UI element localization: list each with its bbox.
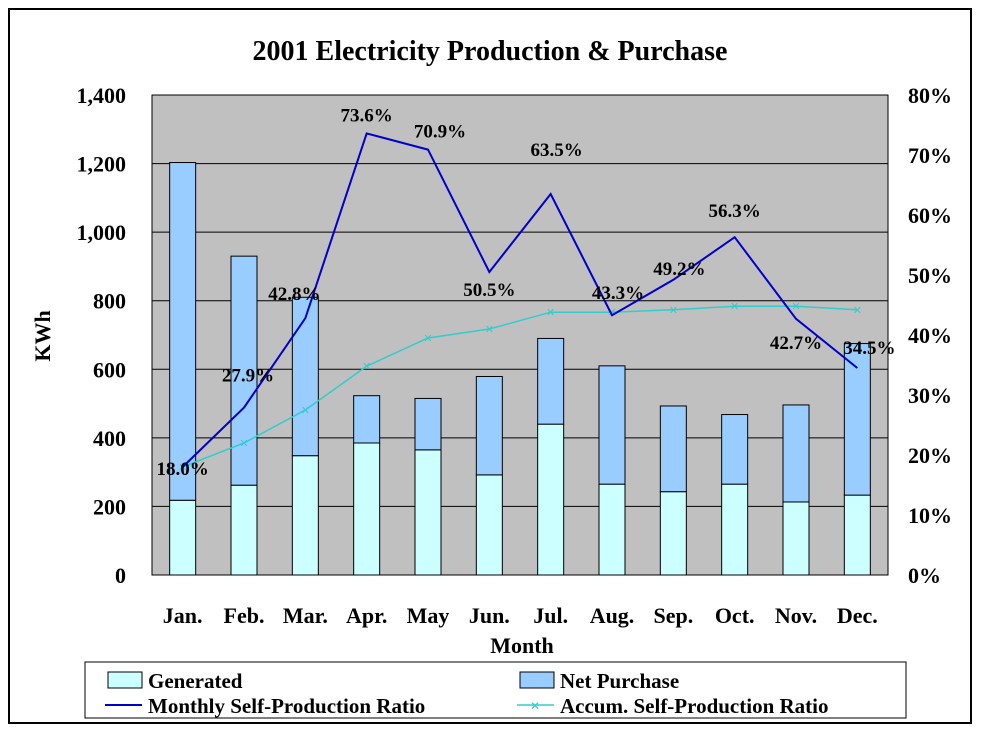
x-tick-label: Jul.	[533, 603, 568, 628]
bar-net-purchase	[475, 375, 503, 476]
y2-axis-tick-labels: 0% 10% 20% 30% 40% 50% 60% 70% 80%	[908, 83, 952, 588]
legend: Generated Net Purchase Monthly Self-Prod…	[84, 661, 907, 719]
line-accum-ratio	[182, 305, 858, 468]
y2-tick-label: 40%	[908, 323, 952, 348]
y2-tick-label: 0%	[908, 563, 941, 588]
data-label-monthly-ratio: 27.9%	[222, 366, 274, 387]
x-tick-label: Jan.	[163, 603, 203, 628]
y2-tick-label: 50%	[908, 263, 952, 288]
y-axis-title: KWh	[30, 310, 55, 361]
bar-net-purchase	[598, 365, 626, 485]
y-tick-label: 0	[115, 563, 126, 588]
data-label-monthly-ratio: 73.6%	[341, 105, 393, 126]
line-monthly-ratio	[181, 132, 858, 468]
x-tick-label: Oct.	[715, 603, 755, 628]
point-accum-ratio: ✕	[853, 304, 862, 317]
bar-generated	[169, 499, 197, 576]
x-axis-tick-labels: Jan. Feb. Mar. Apr. May Jun. Jul. Aug. Sep. Oct. N…	[163, 603, 878, 628]
y-tick-label: 1,200	[77, 152, 127, 177]
bar-net-purchase	[169, 162, 197, 501]
x-tick-label: Mar.	[283, 603, 328, 628]
data-label-monthly-ratio: 49.2%	[653, 259, 705, 280]
x-axis-title: Month	[490, 633, 554, 658]
bars	[169, 162, 871, 576]
y2-tick-label: 30%	[908, 383, 952, 408]
chart-title: 2001 Electricity Production & Purchase	[253, 36, 728, 67]
x-tick-label: Aug.	[590, 603, 635, 628]
data-label-monthly-ratio: 63.5%	[531, 140, 583, 161]
bar-generated	[475, 474, 503, 576]
data-labels: 18.0% 27.9% 42.8% 73.6% 70.9% 50.5% 63.5% 43.3%…	[157, 105, 896, 480]
legend-swatch-generated	[107, 671, 143, 689]
x-tick-label: Apr.	[346, 603, 387, 628]
y-tick-label: 400	[93, 426, 126, 451]
y2-tick-label: 60%	[908, 203, 952, 228]
y-axis-tick-labels: 0 200 400 600 800 1,000 1,200 1,400	[77, 83, 127, 588]
bar-generated	[291, 455, 319, 576]
x-tick-label: Jun.	[469, 603, 510, 628]
bar-net-purchase	[353, 395, 381, 444]
bar-generated	[659, 491, 687, 576]
y2-tick-label: 10%	[908, 503, 952, 528]
point-accum-ratio: ✕	[730, 300, 739, 313]
bar-generated	[353, 442, 381, 576]
y-tick-label: 1,400	[77, 83, 127, 108]
bar-generated	[537, 423, 565, 576]
point-accum-ratio: ✕	[301, 404, 310, 417]
legend-swatch-net-purchase	[519, 671, 555, 689]
bar-net-purchase	[291, 296, 319, 457]
bar-net-purchase	[721, 414, 749, 485]
legend-label-accum-ratio: Accum. Self-Production Ratio	[560, 694, 829, 718]
data-label-monthly-ratio: 42.7%	[770, 333, 822, 354]
ratio-lines: ✕ ✕ ✕ ✕ ✕ ✕ ✕ ✕ ✕ ✕ ✕ ✕	[178, 132, 862, 474]
x-tick-label: Sep.	[653, 603, 693, 628]
bar-net-purchase	[537, 337, 565, 425]
y2-tick-label: 80%	[908, 83, 952, 108]
point-accum-ratio: ✕	[239, 437, 248, 450]
legend-marker-accum-ratio: ✕	[530, 699, 540, 713]
point-accum-ratio: ✕	[791, 300, 800, 313]
bar-generated	[782, 501, 810, 576]
bar-generated	[230, 484, 258, 576]
x-tick-label: Feb.	[224, 603, 265, 628]
bar-generated	[843, 494, 871, 576]
point-accum-ratio: ✕	[607, 306, 616, 319]
data-label-monthly-ratio: 42.8%	[268, 284, 320, 305]
point-accum-ratio: ✕	[669, 304, 678, 317]
y-tick-label: 1,000	[77, 220, 127, 245]
legend-box	[84, 661, 907, 719]
y2-tick-label: 20%	[908, 443, 952, 468]
x-tick-label: May	[407, 603, 450, 628]
point-accum-ratio: ✕	[546, 306, 555, 319]
point-accum-ratio: ✕	[362, 360, 371, 373]
bar-generated	[721, 483, 749, 576]
bar-generated	[598, 483, 626, 576]
legend-label-generated: Generated	[148, 669, 243, 693]
bar-net-purchase	[782, 404, 810, 503]
legend-label-net-purchase: Net Purchase	[560, 669, 679, 693]
x-tick-label: Dec.	[837, 603, 878, 628]
data-label-monthly-ratio: 70.9%	[414, 122, 466, 143]
y-tick-label: 800	[93, 289, 126, 314]
data-label-monthly-ratio: 56.3%	[709, 201, 761, 222]
bar-generated	[414, 449, 442, 576]
point-accum-ratio: ✕	[423, 332, 432, 345]
data-label-monthly-ratio: 18.0%	[157, 459, 209, 480]
data-label-monthly-ratio: 50.5%	[463, 280, 515, 301]
x-tick-label: Nov.	[775, 603, 817, 628]
data-label-monthly-ratio: 43.3%	[592, 283, 644, 304]
bar-net-purchase	[414, 397, 442, 451]
y-tick-label: 600	[93, 357, 126, 382]
legend-label-monthly-ratio: Monthly Self-Production Ratio	[148, 694, 425, 718]
y-tick-label: 200	[93, 494, 126, 519]
bar-net-purchase	[843, 343, 871, 496]
y2-tick-label: 70%	[908, 143, 952, 168]
plot-area	[151, 94, 889, 576]
data-label-monthly-ratio: 34.5%	[843, 338, 895, 359]
bar-net-purchase	[659, 405, 687, 493]
point-accum-ratio: ✕	[178, 461, 187, 474]
point-accum-ratio: ✕	[485, 323, 494, 336]
